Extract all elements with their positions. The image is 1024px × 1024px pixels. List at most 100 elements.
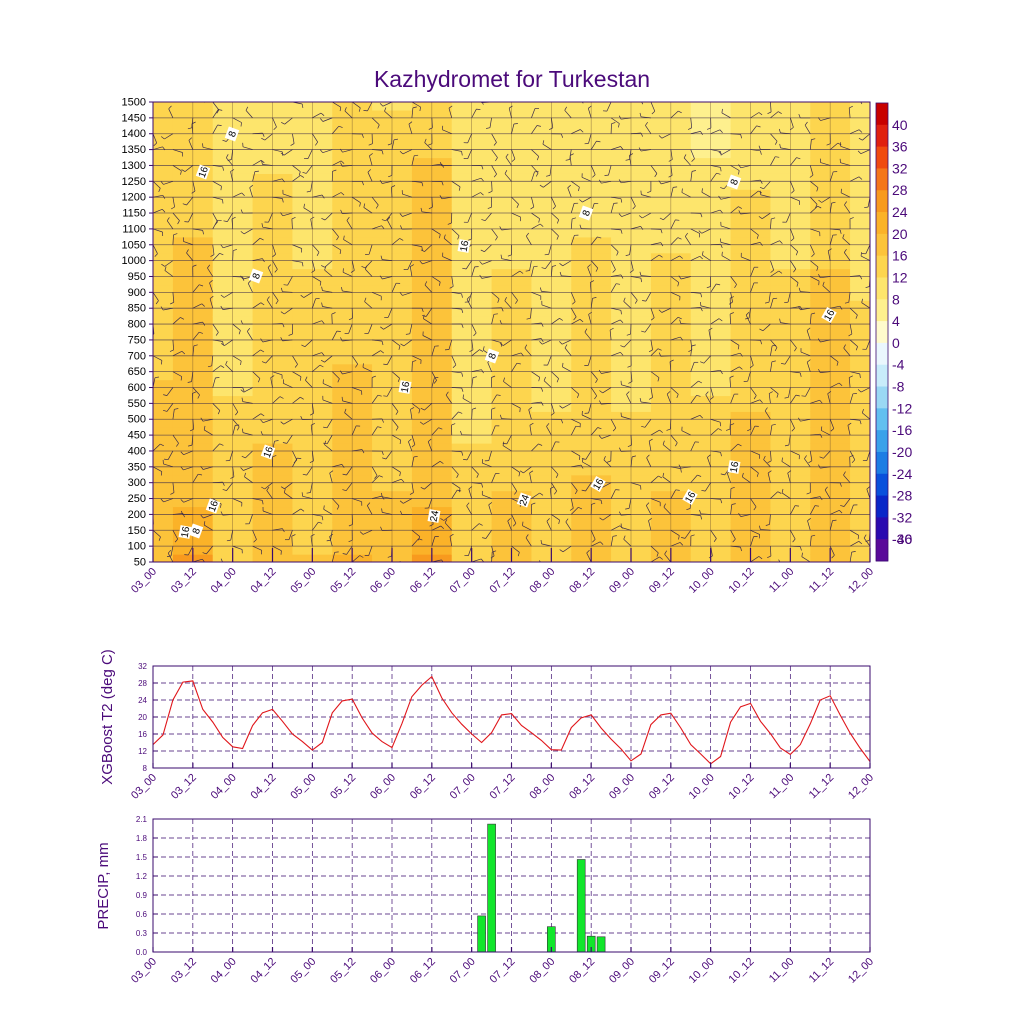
wind-barb xyxy=(321,286,333,293)
wind-barb-flag xyxy=(166,217,170,221)
wind-barb xyxy=(310,216,315,229)
wind-barb xyxy=(750,282,758,293)
wind-barb-flag xyxy=(209,280,213,284)
time-tick-label: 07_12 xyxy=(488,772,518,802)
wind-barb-staff xyxy=(829,203,832,214)
wind-barb-flag xyxy=(843,471,846,476)
wind-barb-staff xyxy=(531,102,532,103)
wind-barb-staff xyxy=(565,521,572,531)
wind-barb xyxy=(172,513,185,518)
wind-barb-flag xyxy=(329,470,334,474)
wind-barb xyxy=(309,403,314,416)
wind-barb-flag xyxy=(801,552,803,557)
wind-barb xyxy=(160,498,174,503)
wind-barb-staff xyxy=(690,307,701,309)
wind-barb-flag xyxy=(281,121,285,125)
wind-barb-flag xyxy=(641,425,646,428)
wind-barb xyxy=(505,153,512,166)
wind-barb-staff xyxy=(166,220,174,230)
wind-barb-flag xyxy=(806,492,811,495)
wind-barb-flag xyxy=(381,418,384,423)
wind-barb-staff xyxy=(708,330,712,340)
wind-barb-flag xyxy=(620,310,622,315)
wind-barb-flag xyxy=(707,454,711,458)
wind-barb-flag xyxy=(180,170,182,175)
wind-barb xyxy=(808,450,813,464)
wind-barb-staff xyxy=(721,112,731,119)
wind-barb xyxy=(790,260,797,273)
wind-barb-staff xyxy=(153,355,163,361)
wind-barb xyxy=(207,264,214,277)
wind-barb-flag xyxy=(177,220,180,225)
wind-barb-flag xyxy=(737,345,740,350)
wind-barb-staff xyxy=(284,117,293,125)
wind-barb-flag xyxy=(473,332,477,337)
wind-barb xyxy=(411,403,421,414)
wind-barb-staff xyxy=(503,381,512,388)
wind-barb xyxy=(658,352,671,357)
wind-barb-staff xyxy=(292,450,298,461)
wind-barb-flag xyxy=(160,443,164,447)
wind-barb-staff xyxy=(750,179,761,182)
wind-barb xyxy=(191,181,196,194)
wind-barb-flag xyxy=(524,344,528,349)
wind-barb-staff xyxy=(272,244,276,255)
wind-barb xyxy=(640,190,652,198)
wind-barb xyxy=(767,470,772,483)
wind-barb-flag xyxy=(507,518,511,522)
wind-barb xyxy=(405,323,413,335)
wind-barb-flag xyxy=(758,525,761,530)
wind-barb-staff xyxy=(683,157,692,166)
wind-barb-flag xyxy=(168,105,172,110)
wind-barb-flag xyxy=(798,113,801,119)
wind-barb-flag xyxy=(306,492,311,494)
time-tick-label: 10_00 xyxy=(687,772,717,802)
wind-barb-flag xyxy=(361,449,365,454)
wind-barb-staff xyxy=(306,466,313,476)
wind-barb xyxy=(391,419,399,431)
time-tick-label: 08_12 xyxy=(567,956,597,986)
colorbar-label: -40 xyxy=(892,531,912,547)
wind-barb-flag xyxy=(626,391,630,395)
wind-barb xyxy=(710,318,723,325)
wind-barb-staff xyxy=(800,418,811,422)
wind-barb-flag xyxy=(400,343,405,347)
wind-barb xyxy=(467,228,473,241)
wind-barb-flag xyxy=(439,161,443,166)
wind-barb-staff xyxy=(630,292,638,301)
wind-barb-flag xyxy=(282,323,285,328)
wind-barb xyxy=(670,110,682,119)
wind-barb-flag xyxy=(428,127,433,130)
wind-barb-staff xyxy=(690,102,692,103)
wind-barb-flag xyxy=(260,431,263,436)
wind-barb-flag xyxy=(775,570,777,574)
wind-barb-staff xyxy=(611,228,622,231)
wind-barb-flag xyxy=(399,500,404,504)
wind-barb xyxy=(648,339,653,353)
wind-barb-flag xyxy=(162,195,166,199)
wind-barb-flag xyxy=(419,260,423,265)
wind-barb xyxy=(843,471,851,483)
wind-barb xyxy=(424,281,433,293)
wind-barb-staff xyxy=(172,530,179,540)
wind-barb-flag xyxy=(346,216,350,221)
wind-barb-staff xyxy=(232,466,235,477)
wind-barb xyxy=(245,106,253,119)
wind-barb-staff xyxy=(590,387,597,396)
wind-barb xyxy=(187,371,194,383)
wind-barb xyxy=(730,352,743,357)
wind-barb xyxy=(778,128,791,135)
wind-barb xyxy=(804,455,811,468)
wind-barb-staff xyxy=(741,256,751,261)
wind-barb-flag xyxy=(658,475,663,479)
wind-barb xyxy=(718,149,731,155)
wind-barb xyxy=(411,530,421,541)
wind-barb-flag xyxy=(681,188,683,193)
wind-barb xyxy=(399,149,413,155)
wind-barb-flag xyxy=(381,219,386,222)
wind-barb-flag xyxy=(326,539,331,542)
wind-barb xyxy=(639,112,651,119)
wind-barb-flag xyxy=(678,275,682,280)
wind-barb xyxy=(590,165,596,178)
wind-barb-staff xyxy=(312,244,320,253)
